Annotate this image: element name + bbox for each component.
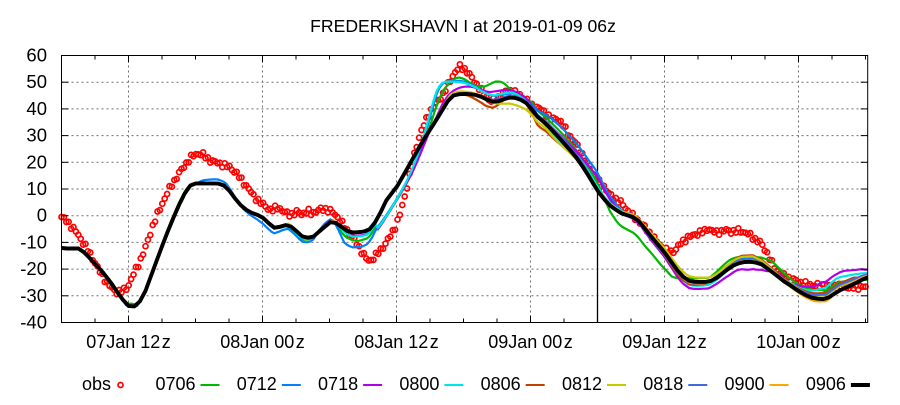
svg-text:08Jan 00 z: 08Jan 00 z xyxy=(220,332,305,352)
svg-text:-30: -30 xyxy=(20,285,47,306)
svg-text:09Jan 00 z: 09Jan 00 z xyxy=(488,332,573,352)
svg-text:obs: obs xyxy=(82,374,111,394)
svg-text:0806: 0806 xyxy=(481,374,521,394)
svg-text:60: 60 xyxy=(26,45,47,66)
svg-text:FREDERIKSHAVN I at 2019-01-09: FREDERIKSHAVN I at 2019-01-09 06z xyxy=(310,16,616,36)
svg-text:0712: 0712 xyxy=(237,374,277,394)
svg-text:07Jan 12 z: 07Jan 12 z xyxy=(86,332,171,352)
svg-text:-20: -20 xyxy=(20,258,47,279)
svg-text:20: 20 xyxy=(26,151,47,172)
svg-text:0706: 0706 xyxy=(155,374,195,394)
svg-text:10: 10 xyxy=(26,178,47,199)
svg-text:08Jan 12 z: 08Jan 12 z xyxy=(354,332,439,352)
svg-text:09Jan 12 z: 09Jan 12 z xyxy=(622,332,707,352)
svg-text:0812: 0812 xyxy=(562,374,602,394)
svg-text:0: 0 xyxy=(37,205,47,226)
svg-text:0906: 0906 xyxy=(806,374,846,394)
svg-text:10Jan 00 z: 10Jan 00 z xyxy=(756,332,841,352)
svg-text:0800: 0800 xyxy=(399,374,439,394)
svg-text:-10: -10 xyxy=(20,231,47,252)
svg-text:0718: 0718 xyxy=(318,374,358,394)
svg-text:40: 40 xyxy=(26,98,47,119)
svg-text:0900: 0900 xyxy=(725,374,765,394)
svg-text:-40: -40 xyxy=(20,312,47,333)
svg-text:0818: 0818 xyxy=(643,374,683,394)
svg-text:30: 30 xyxy=(26,125,47,146)
svg-text:50: 50 xyxy=(26,71,47,92)
